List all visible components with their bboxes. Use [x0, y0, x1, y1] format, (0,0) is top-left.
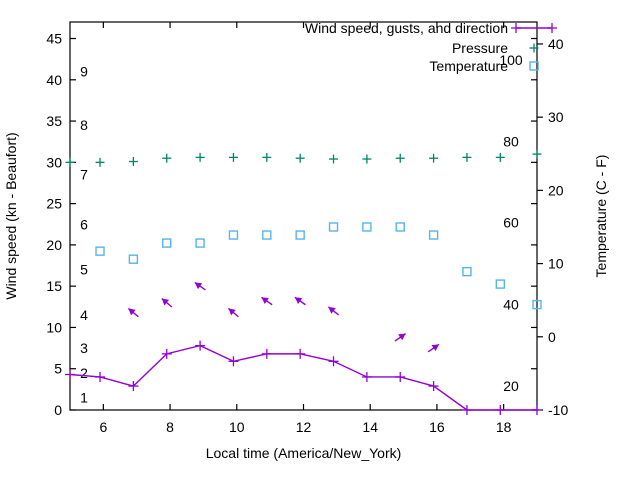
series-marker-temperature: [295, 230, 305, 240]
y-axis-tick-label-30: 30: [46, 154, 62, 170]
series-marker-temperature: [95, 246, 105, 256]
y2-axis-tick-label-30: 30: [548, 109, 564, 125]
y-axis-tick-label-45: 45: [46, 31, 62, 47]
y2-axis-tick-label-40: 40: [548, 36, 564, 52]
beaufort-label-1: 1: [80, 390, 88, 406]
x-axis-title: Local time (America/New_York): [206, 445, 402, 461]
wind-direction-arrow-head: [431, 344, 439, 352]
x-axis-tick-label-18: 18: [496, 419, 512, 435]
beaufort-label-6: 6: [80, 216, 88, 232]
beaufort-label-4: 4: [80, 307, 88, 323]
fahrenheit-label-40: 40: [503, 297, 519, 313]
y-axis-tick-label-40: 40: [46, 72, 62, 88]
wind-direction-arrow-head: [128, 308, 136, 316]
legend-label-temperature-key: Temperature: [429, 58, 508, 74]
legend-key-temperature: [529, 61, 539, 71]
beaufort-label-7: 7: [80, 167, 88, 183]
series-marker-temperature: [362, 222, 372, 232]
beaufort-label-8: 8: [80, 117, 88, 133]
plot-border: [69, 21, 538, 411]
fahrenheit-label-80: 80: [503, 133, 519, 149]
y-axis-tick-label-0: 0: [54, 402, 62, 418]
y-axis-tick-label-5: 5: [54, 361, 62, 377]
series-marker-temperature: [195, 238, 205, 248]
series-marker-temperature: [532, 299, 542, 310]
y2-axis-tick-label-20: 20: [548, 182, 564, 198]
wind-direction-arrow-head: [194, 282, 203, 290]
beaufort-label-9: 9: [80, 64, 88, 80]
fahrenheit-label-60: 60: [503, 215, 519, 231]
y-axis-tick-label-10: 10: [46, 319, 62, 335]
beaufort-label-3: 3: [80, 340, 88, 356]
beaufort-label-5: 5: [80, 262, 88, 278]
y-axis-tick-label-15: 15: [46, 278, 62, 294]
y2-axis-tick-label--10: -10: [548, 402, 568, 418]
series-marker-temperature: [128, 254, 139, 264]
y2-axis-title: Temperature (C - F): [593, 155, 609, 278]
x-axis-tick-label-14: 14: [362, 419, 378, 435]
y2-axis-tick-label-10: 10: [548, 256, 564, 272]
series-marker-temperature: [495, 279, 506, 289]
legend-label-wind-key: Wind speed, gusts, and direction: [305, 20, 508, 36]
y-axis-tick-label-25: 25: [46, 196, 62, 212]
wind-direction-arrow-head: [294, 297, 303, 304]
legend-label-pressure-key: Pressure: [452, 40, 508, 56]
fahrenheit-label-20: 20: [503, 378, 519, 394]
series-marker-temperature: [162, 238, 172, 248]
series-marker-temperature: [462, 266, 472, 277]
series-marker-temperature: [395, 222, 405, 232]
wind-direction-arrow-head: [261, 297, 269, 304]
x-axis-tick-label-16: 16: [429, 419, 445, 435]
y-axis-title: Wind speed (kn - Beaufort): [3, 132, 19, 299]
series-marker-temperature: [228, 230, 239, 240]
series-marker-temperature: [262, 230, 272, 240]
wind-direction-arrow-head: [228, 308, 236, 316]
series-line-wind: [69, 344, 537, 411]
beaufort-label-2: 2: [80, 365, 88, 381]
wind-direction-arrow-head: [328, 306, 336, 314]
series-marker-temperature: [428, 230, 439, 240]
y-axis-tick-label-35: 35: [46, 113, 62, 129]
wind-direction-arrow-head: [161, 298, 170, 306]
x-axis-tick-label-10: 10: [229, 419, 245, 435]
x-axis-tick-label-8: 8: [166, 419, 174, 435]
series-marker-temperature: [328, 222, 339, 232]
x-axis-tick-label-12: 12: [296, 419, 312, 435]
y2-axis-tick-label-0: 0: [548, 329, 556, 345]
fahrenheit-label-100: 100: [499, 52, 523, 68]
wind-direction-arrow-head: [398, 333, 406, 341]
y-axis-tick-label-20: 20: [46, 237, 62, 253]
x-axis-tick-label-6: 6: [99, 419, 107, 435]
